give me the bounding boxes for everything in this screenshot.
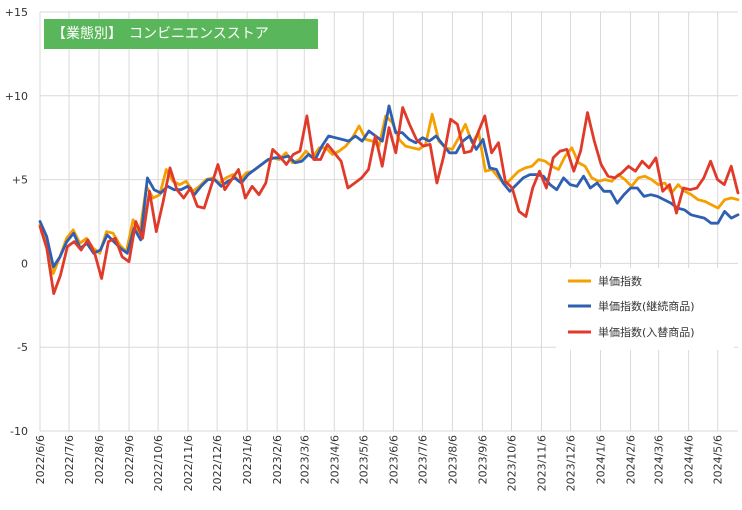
y-tick-label: +10 bbox=[5, 90, 28, 103]
y-tick-label: 0 bbox=[21, 257, 28, 270]
y-tick-label: -10 bbox=[10, 425, 28, 438]
x-tick-label: 2022/7/6 bbox=[63, 435, 76, 484]
x-tick-label: 2022/12/6 bbox=[211, 435, 224, 491]
x-tick-label: 2023/3/6 bbox=[298, 435, 311, 484]
x-tick-label: 2024/2/6 bbox=[625, 435, 638, 484]
x-axis: 2022/6/6 2022/7/6 2022/8/6 2022/9/6 2022/10/… bbox=[34, 435, 725, 491]
series-line bbox=[38, 106, 740, 296]
x-tick-label: 2022/11/6 bbox=[182, 435, 195, 491]
x-tick-label: 2023/5/6 bbox=[357, 435, 370, 484]
legend-label: 単価指数 bbox=[598, 274, 642, 288]
x-tick-label: 2022/8/6 bbox=[93, 435, 106, 484]
x-tick-label: 2023/4/6 bbox=[328, 435, 341, 484]
title-box bbox=[44, 19, 318, 49]
x-tick-label: 2022/6/6 bbox=[34, 435, 47, 484]
x-tick-label: 2023/2/6 bbox=[271, 435, 284, 484]
series-lines bbox=[38, 104, 740, 296]
y-axis: +15 +10 +5 0 -5 -10 bbox=[5, 6, 28, 438]
series-line bbox=[38, 112, 740, 275]
y-tick-label: -5 bbox=[17, 341, 28, 354]
legend-label: 単価指数(継続商品) bbox=[598, 299, 695, 313]
x-tick-label: 2022/10/6 bbox=[152, 435, 165, 491]
x-tick-label: 2024/3/6 bbox=[653, 435, 666, 484]
x-tick-label: 2024/5/6 bbox=[712, 435, 725, 484]
x-tick-label: 2023/10/6 bbox=[505, 435, 518, 491]
y-tick-label: +15 bbox=[5, 6, 28, 19]
x-tick-label: 2023/6/6 bbox=[387, 435, 400, 484]
x-tick-label: 2023/9/6 bbox=[476, 435, 489, 484]
chart-title: 【業態別】 コンビニエンスストア bbox=[44, 19, 318, 49]
y-tick-label: +5 bbox=[12, 174, 28, 187]
title-text: 【業態別】 コンビニエンスストア bbox=[52, 26, 269, 42]
x-tick-label: 2024/4/6 bbox=[683, 435, 696, 484]
x-tick-label: 2024/1/6 bbox=[595, 435, 608, 484]
legend-label: 単価指数(入替商品) bbox=[598, 325, 695, 339]
x-tick-label: 2023/12/6 bbox=[565, 435, 578, 491]
x-tick-label: 2023/8/6 bbox=[446, 435, 459, 484]
x-tick-label: 2022/9/6 bbox=[123, 435, 136, 484]
series-line bbox=[38, 104, 740, 269]
x-tick-label: 2023/7/6 bbox=[416, 435, 429, 484]
x-tick-label: 2023/1/6 bbox=[241, 435, 254, 484]
x-tick-label: 2023/11/6 bbox=[535, 435, 548, 491]
